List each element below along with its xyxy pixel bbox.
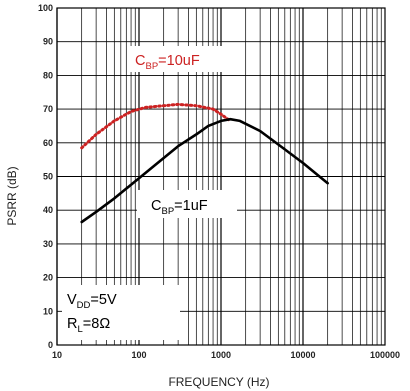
y-axis-title: PSRR (dB)	[5, 166, 19, 225]
y-tick-label: 100	[38, 3, 53, 13]
y-tick-label: 10	[43, 306, 53, 316]
annotation-vdd: VDD=5V	[67, 292, 117, 311]
y-tick-label: 50	[43, 172, 53, 182]
x-tick-label: 10000	[290, 350, 315, 360]
series-line-0	[80, 102, 232, 150]
label-subscript: BP	[161, 206, 174, 217]
plot-frame	[56, 7, 386, 346]
annotation-rl: RL=8Ω	[67, 316, 110, 335]
label-rest: =8Ω	[83, 316, 111, 332]
label-main: V	[67, 292, 77, 308]
label-rest: =10uF	[158, 53, 200, 69]
y-tick-label: 60	[43, 138, 53, 148]
label-subscript: BP	[145, 61, 158, 72]
label-main: C	[135, 53, 145, 69]
label-rest: =5V	[90, 292, 117, 308]
y-tick-label: 30	[43, 239, 53, 249]
y-tick-labels: 0 10 20 30 40 50 60 70 80 90 100	[38, 3, 53, 350]
y-tick-label: 80	[43, 70, 53, 80]
conditions-box-bg	[62, 285, 180, 340]
label-main: C	[151, 198, 161, 214]
x-tick-label: 100	[131, 350, 146, 360]
x-axis-title: FREQUENCY (Hz)	[168, 375, 269, 389]
x-tick-label: 100000	[370, 350, 400, 360]
series-label-bg-10uf	[130, 46, 230, 72]
series-label-cbp-1uf: CBP=1uF	[151, 198, 208, 217]
y-tick-label: 90	[43, 37, 53, 47]
y-tick-label: 70	[43, 104, 53, 114]
y-tick-label: 0	[48, 340, 53, 350]
y-tick-label: 20	[43, 273, 53, 283]
x-tick-labels: 10 100 1000 10000 100000	[52, 350, 400, 360]
label-subscript: DD	[77, 300, 91, 311]
label-subscript: L	[77, 324, 82, 335]
series-label-cbp-10uf: CBP=10uF	[135, 53, 200, 72]
series-line-1	[80, 117, 329, 224]
label-rest: =1uF	[174, 198, 208, 214]
y-tick-label: 40	[43, 205, 53, 215]
series-lines	[80, 102, 329, 224]
x-tick-label: 1000	[211, 350, 231, 360]
label-main: R	[67, 316, 77, 332]
x-tick-label: 10	[52, 350, 62, 360]
series-label-bg-1uf	[137, 190, 237, 218]
